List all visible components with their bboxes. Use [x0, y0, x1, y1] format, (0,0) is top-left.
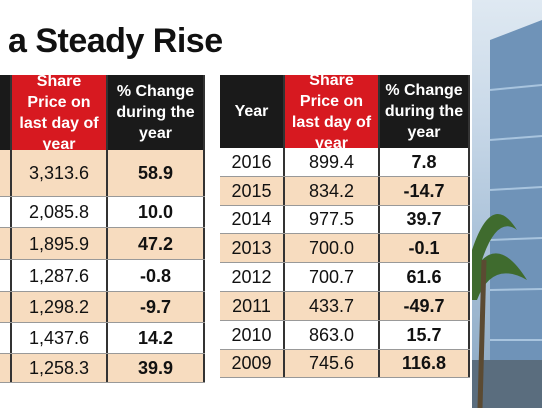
year-cell: 2015	[220, 176, 285, 206]
year-stub	[0, 260, 12, 292]
change-cell: 15.7	[380, 320, 470, 350]
building-photo	[472, 0, 542, 408]
change-cell: 58.9	[108, 150, 205, 197]
year-header-stub	[0, 75, 12, 150]
year-cell: 2011	[220, 292, 285, 321]
change-cell: 7.8	[380, 148, 470, 177]
price-cell: 977.5	[285, 205, 380, 235]
change-cell: 47.2	[108, 228, 205, 260]
year-stub	[0, 323, 12, 354]
year-stub	[0, 228, 12, 260]
row-divider	[0, 322, 205, 323]
row-divider	[220, 319, 470, 321]
headline: a Steady Rise	[8, 22, 223, 60]
row-divider	[0, 196, 205, 197]
row-divider	[0, 227, 205, 228]
row-divider	[220, 233, 470, 235]
change-cell: -0.8	[108, 260, 205, 292]
row-divider	[0, 353, 205, 354]
price-cell: 899.4	[285, 148, 380, 177]
row-divider	[0, 291, 205, 292]
row-divider	[220, 204, 470, 206]
header-cell: Share Price on last day of year	[285, 72, 380, 152]
price-cell: 700.0	[285, 234, 380, 264]
year-cell: 2013	[220, 234, 285, 264]
price-cell: 433.7	[285, 292, 380, 321]
header-cell: % Change during the year	[108, 75, 205, 150]
change-cell: -14.7	[380, 176, 470, 206]
building	[490, 20, 542, 408]
year-cell: 2012	[220, 263, 285, 292]
price-cell: 1,437.6	[12, 323, 108, 354]
change-cell: 61.6	[380, 263, 470, 292]
change-cell: 39.7	[380, 205, 470, 235]
price-cell: 1,895.9	[12, 228, 108, 260]
header-cell: % Change during the year	[380, 75, 470, 148]
year-cell: 2016	[220, 148, 285, 177]
change-cell: 14.2	[108, 323, 205, 354]
price-cell: 863.0	[285, 320, 380, 350]
price-cell: 1,298.2	[12, 292, 108, 323]
row-divider	[220, 262, 470, 264]
price-cell: 745.6	[285, 349, 380, 379]
year-cell: 2009	[220, 349, 285, 379]
change-cell: 116.8	[380, 349, 470, 379]
change-cell: 10.0	[108, 197, 205, 228]
year-cell: 2014	[220, 205, 285, 235]
photo-art	[472, 20, 542, 408]
price-cell: 2,085.8	[12, 197, 108, 228]
price-cell: 834.2	[285, 176, 380, 206]
row-divider	[220, 291, 470, 292]
year-stub	[0, 292, 12, 323]
year-stub	[0, 354, 12, 383]
row-divider	[220, 175, 470, 177]
row-divider	[0, 259, 205, 260]
year-cell: 2010	[220, 320, 285, 350]
year-stub	[0, 150, 12, 197]
price-cell: 3,313.6	[12, 150, 108, 197]
change-cell: -0.1	[380, 234, 470, 264]
change-cell: -49.7	[380, 292, 470, 321]
price-cell: 1,258.3	[12, 354, 108, 383]
row-divider	[220, 348, 470, 350]
row-divider	[220, 377, 470, 379]
header-cell: Year	[220, 75, 285, 148]
year-stub	[0, 197, 12, 228]
row-divider	[0, 382, 205, 383]
change-cell: -9.7	[108, 292, 205, 323]
price-cell: 700.7	[285, 263, 380, 292]
header-cell: Share Price on last day of year	[12, 73, 108, 153]
price-cell: 1,287.6	[12, 260, 108, 292]
change-cell: 39.9	[108, 354, 205, 383]
